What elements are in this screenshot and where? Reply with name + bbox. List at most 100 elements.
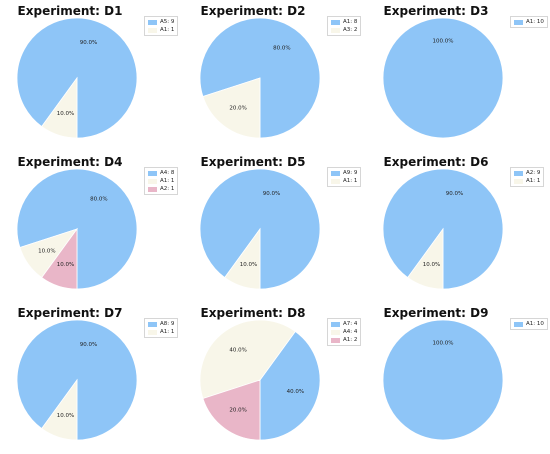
legend-entry: A1: 1 — [148, 26, 174, 34]
pie-slice — [199, 17, 321, 139]
pie-chart-panel: Experiment: D7 90.0% 10.0% A8: 9 A1: 1 — [0, 302, 183, 453]
chart-legend: A1: 8 A3: 2 — [327, 16, 362, 36]
slice-percent-label: 10.0% — [38, 248, 55, 254]
chart-title: Experiment: D7 — [17, 306, 123, 320]
legend-swatch — [331, 27, 340, 33]
legend-swatch — [148, 186, 157, 192]
legend-entry: A1: 10 — [514, 18, 544, 26]
pie-slice — [382, 17, 504, 139]
pie-slice — [41, 76, 78, 139]
pie-chart: 90.0% 10.0% — [16, 17, 138, 139]
legend-swatch — [148, 329, 157, 335]
chart-title: Experiment: D5 — [200, 155, 306, 169]
legend-entry: A4: 8 — [148, 169, 174, 177]
legend-entry: A1: 1 — [148, 177, 174, 185]
legend-label: A7: 4 — [343, 321, 358, 327]
legend-label: A2: 9 — [526, 170, 541, 176]
legend-label: A4: 4 — [343, 329, 358, 335]
pie-slice — [382, 168, 504, 290]
slice-percent-label: 100.0% — [433, 38, 454, 44]
legend-swatch — [331, 321, 340, 327]
legend-entry: A1: 8 — [331, 18, 357, 26]
pie-chart: 90.0% 10.0% — [16, 319, 138, 441]
legend-label: A9: 9 — [343, 170, 358, 176]
legend-swatch — [514, 321, 523, 327]
legend-entry: A2: 9 — [514, 169, 540, 177]
slice-percent-label: 90.0% — [80, 40, 97, 46]
chart-legend: A1: 10 — [510, 16, 548, 28]
pie-chart-panel: Experiment: D9 100.0% A1: 10 — [366, 302, 549, 453]
legend-entry: A1: 2 — [331, 336, 357, 344]
slice-percent-label: 10.0% — [57, 262, 74, 268]
slice-percent-label: 10.0% — [240, 262, 257, 268]
chart-title: Experiment: D4 — [17, 155, 123, 169]
pie-slice — [199, 319, 296, 400]
legend-swatch — [148, 170, 157, 176]
legend-swatch — [514, 170, 523, 176]
legend-swatch — [148, 178, 157, 184]
pie-chart-panel: Experiment: D1 90.0% 10.0% A5: 9 A1: 1 — [0, 0, 183, 151]
pie-slice — [16, 168, 138, 290]
slice-percent-label: 10.0% — [57, 111, 74, 117]
pie-slice — [224, 227, 261, 290]
legend-entry: A1: 1 — [514, 177, 540, 185]
pie-chart-panel: Experiment: D3 100.0% A1: 10 — [366, 0, 549, 151]
legend-swatch — [148, 27, 157, 33]
legend-label: A1: 10 — [526, 321, 544, 327]
pie-slice — [407, 227, 444, 290]
slice-percent-label: 90.0% — [263, 191, 280, 197]
pie-chart: 90.0% 10.0% — [382, 168, 504, 290]
legend-entry: A9: 9 — [331, 169, 357, 177]
legend-swatch — [331, 337, 340, 343]
slice-percent-label: 20.0% — [229, 106, 246, 112]
legend-entry: A3: 2 — [331, 26, 357, 34]
slice-percent-label: 20.0% — [229, 408, 246, 414]
chart-title: Experiment: D6 — [383, 155, 489, 169]
slice-percent-label: 100.0% — [433, 340, 454, 346]
legend-label: A1: 2 — [343, 337, 358, 343]
legend-swatch — [331, 178, 340, 184]
legend-label: A2: 1 — [160, 186, 175, 192]
chart-title: Experiment: D8 — [200, 306, 306, 320]
legend-swatch — [331, 329, 340, 335]
chart-legend: A1: 10 — [510, 318, 548, 330]
legend-label: A1: 1 — [160, 178, 175, 184]
pie-chart-panel: Experiment: D2 80.0% 20.0% A1: 8 A3: 2 — [183, 0, 366, 151]
pie-chart: 40.0% 40.0% 20.0% — [199, 319, 321, 441]
pie-slice — [41, 227, 78, 290]
pie-slice — [41, 378, 78, 441]
legend-label: A1: 1 — [160, 27, 175, 33]
legend-entry: A1: 1 — [148, 328, 174, 336]
legend-label: A8: 9 — [160, 321, 175, 327]
pie-slice — [202, 379, 261, 441]
slice-percent-label: 90.0% — [446, 191, 463, 197]
pie-slice — [16, 319, 138, 441]
legend-label: A1: 10 — [526, 19, 544, 25]
chart-legend: A5: 9 A1: 1 — [144, 16, 179, 36]
chart-title: Experiment: D9 — [383, 306, 489, 320]
chart-legend: A8: 9 A1: 1 — [144, 318, 179, 338]
legend-entry: A4: 4 — [331, 328, 357, 336]
pie-chart: 100.0% — [382, 17, 504, 139]
legend-swatch — [331, 170, 340, 176]
slice-percent-label: 80.0% — [90, 196, 107, 202]
pie-chart-panel: Experiment: D5 90.0% 10.0% A9: 9 A1: 1 — [183, 151, 366, 302]
slice-percent-label: 90.0% — [80, 342, 97, 348]
legend-label: A1: 1 — [160, 329, 175, 335]
chart-title: Experiment: D3 — [383, 4, 489, 18]
legend-swatch — [514, 19, 523, 25]
pie-slice — [202, 77, 261, 139]
legend-entry: A8: 9 — [148, 320, 174, 328]
pie-chart: 90.0% 10.0% — [199, 168, 321, 290]
legend-label: A1: 1 — [343, 178, 358, 184]
slice-percent-label: 10.0% — [57, 413, 74, 419]
pie-chart: 80.0% 20.0% — [199, 17, 321, 139]
pie-slice — [199, 168, 321, 290]
chart-legend: A4: 8 A1: 1 A2: 1 — [144, 167, 179, 195]
legend-label: A5: 9 — [160, 19, 175, 25]
pie-chart-panel: Experiment: D8 40.0% 40.0% 20.0% A7: 4 A4: 4 A… — [183, 302, 366, 453]
pie-chart: 100.0% — [382, 319, 504, 441]
legend-entry: A1: 1 — [331, 177, 357, 185]
